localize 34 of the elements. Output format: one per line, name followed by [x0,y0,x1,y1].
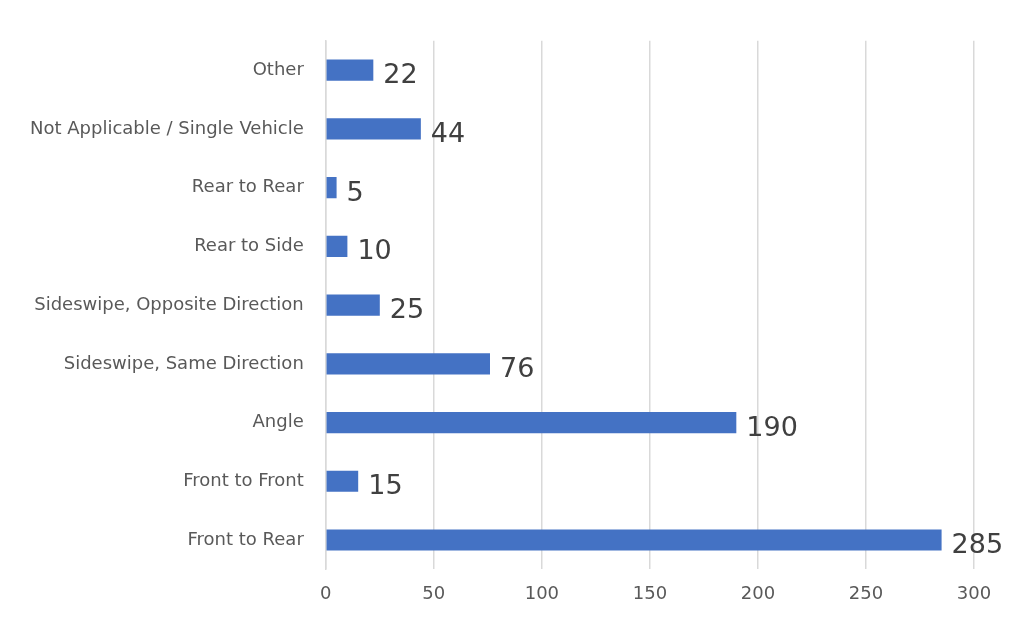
bar [326,177,337,199]
x-tick-label: 100 [524,581,560,603]
y-tick-label: Sideswipe, Opposite Direction [34,292,304,314]
bar [326,353,490,375]
x-tick-label: 50 [422,581,446,603]
y-tick-label: Other [252,57,305,79]
data-label: 5 [346,175,364,207]
y-tick-label: Front to Front [183,468,304,490]
data-label: 15 [368,469,403,501]
bar [326,118,421,140]
bar [326,529,942,551]
data-label: 190 [746,410,798,442]
y-tick-label: Rear to Side [194,234,304,256]
data-label: 25 [389,293,425,325]
x-tick-label: 300 [956,581,992,603]
data-label: 285 [951,528,1004,560]
bar [326,294,380,316]
data-label: 10 [357,234,392,266]
bar [326,412,737,434]
bar [326,470,359,492]
data-label: 44 [430,116,466,148]
y-tick-label: Not Applicable / Single Vehicle [29,116,304,138]
x-tick-label: 150 [632,581,668,603]
y-tick-label: Sideswipe, Same Direction [63,351,304,373]
data-label: 22 [383,58,418,90]
y-tick-label: Rear to Rear [191,175,305,197]
x-tick-label: 200 [740,581,776,603]
y-tick-label: Angle [252,410,304,432]
x-tick-label: 0 [320,581,332,603]
bar [326,59,374,81]
data-label: 76 [500,351,535,383]
x-tick-label: 250 [848,581,884,603]
y-tick-label: Front to Rear [187,527,305,549]
bar [326,235,348,257]
